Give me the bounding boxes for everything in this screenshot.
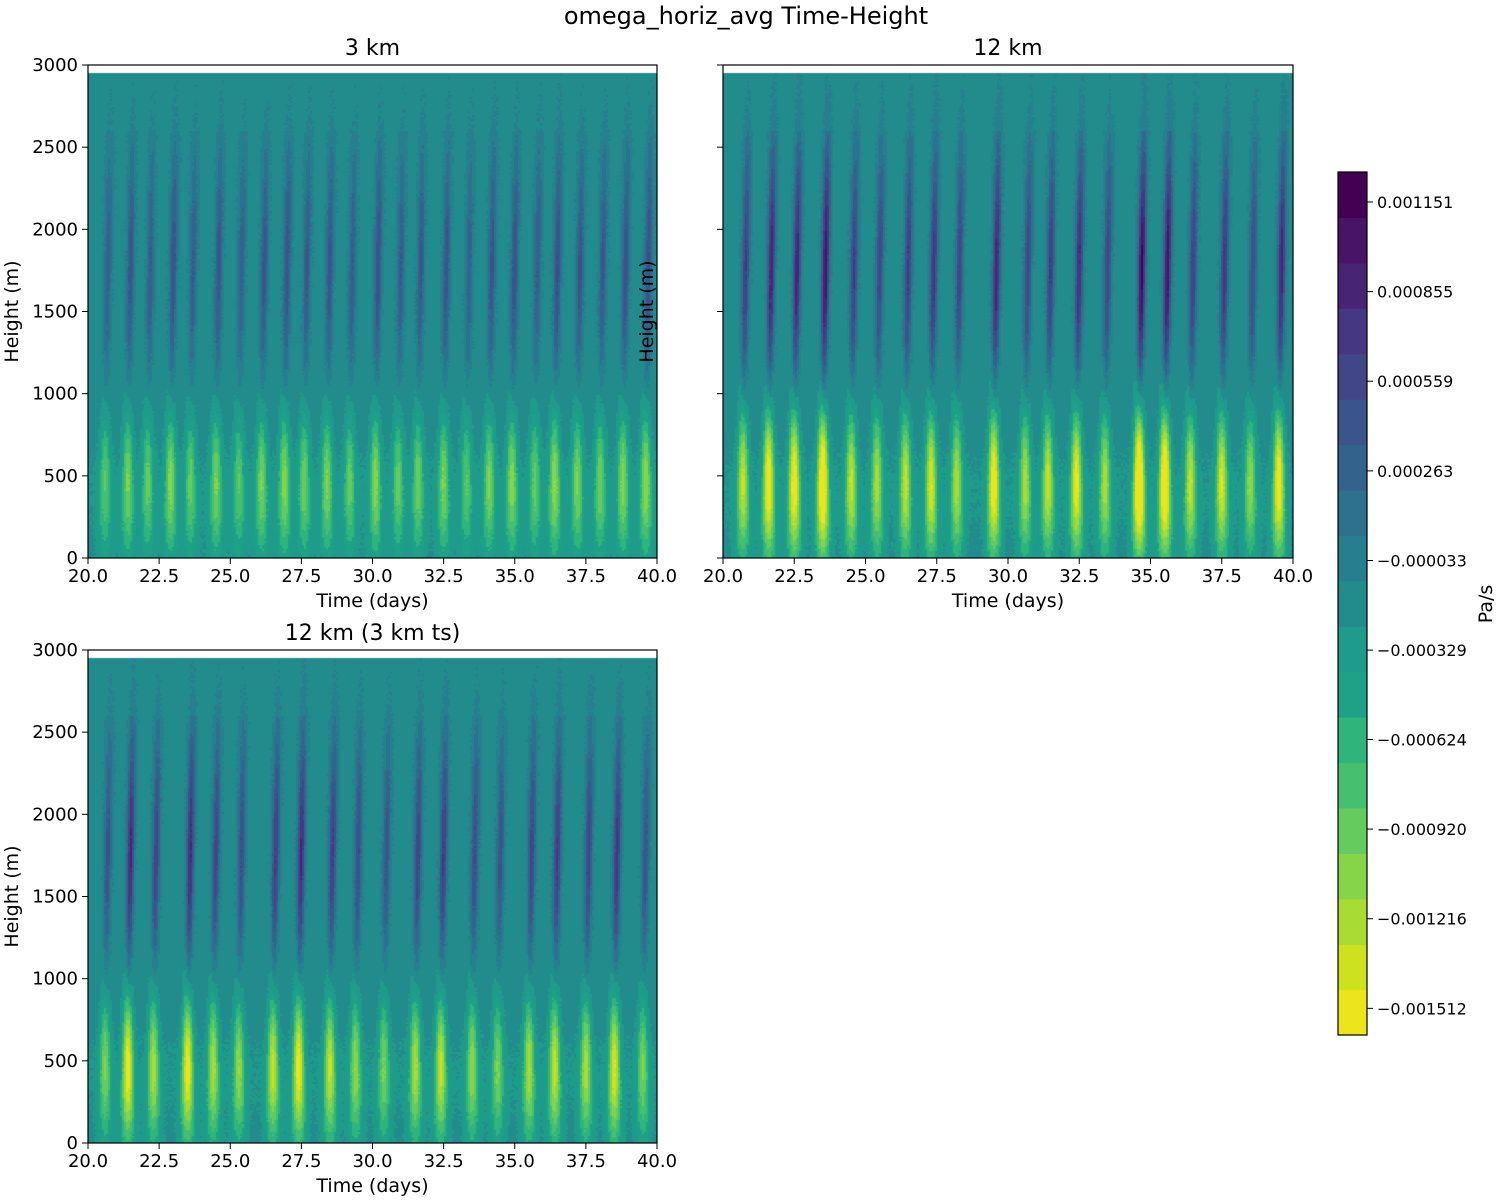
colorbar-level: [1338, 717, 1367, 764]
x-tick-label: 20.0: [68, 1151, 108, 1172]
x-tick-label: 20.0: [703, 566, 743, 587]
colorbar-tick-label: 0.000559: [1377, 372, 1453, 391]
x-tick-label: 30.0: [352, 566, 392, 587]
panel-12km: 12 km 20.0 22.5 25.0 27.5 30.0 32.5 35.0 37.5 40.…: [636, 36, 1313, 612]
colorbar-label: Pa/s: [1475, 585, 1497, 624]
x-tick-label: 37.5: [1202, 566, 1242, 587]
y-tick-label: 0: [67, 548, 78, 569]
x-tick-label: 27.5: [917, 566, 957, 587]
colorbar-level: [1338, 807, 1367, 854]
panel-title: 12 km (3 km ts): [285, 621, 461, 646]
colorbar-level: [1338, 989, 1367, 1036]
colorbar-level: [1338, 580, 1367, 627]
x-tick-label: 22.5: [774, 566, 814, 587]
x-tick-label: 37.5: [566, 566, 606, 587]
x-tick-label: 32.5: [1059, 566, 1099, 587]
x-axis-label: Time (days): [315, 590, 428, 612]
figure-title: omega_horiz_avg Time-Height: [564, 2, 928, 30]
x-tick-label: 22.5: [139, 566, 179, 587]
colorbar-level: [1338, 444, 1367, 491]
colorbar-tick-label: −0.000920: [1377, 820, 1467, 839]
x-tick-label: 40.0: [1273, 566, 1313, 587]
colorbar-level: [1338, 308, 1367, 355]
colorbar-tick-label: −0.000329: [1377, 641, 1467, 660]
x-tick-label: 27.5: [281, 1151, 321, 1172]
y-tick-label: 2500: [32, 137, 78, 158]
colorbar-level: [1338, 944, 1367, 991]
colorbar-level: [1338, 217, 1367, 264]
colorbar: Pa/s 0.001151 0.000855 0.000559 0.000263 −0.…: [1337, 171, 1497, 1036]
x-tick-label: 37.5: [566, 1151, 606, 1172]
colorbar-level: [1338, 172, 1367, 219]
y-axis-label: Height (m): [1, 845, 23, 947]
y-tick-label: 500: [44, 1051, 78, 1072]
y-axis-label: Height (m): [1, 260, 23, 362]
colorbar-tick-label: 0.000855: [1377, 283, 1453, 302]
x-tick-label: 22.5: [139, 1151, 179, 1172]
heatmap-image: [88, 65, 657, 558]
colorbar-tick-label: −0.001216: [1377, 910, 1467, 929]
x-tick-label: 27.5: [281, 566, 321, 587]
colorbar-level: [1338, 353, 1367, 400]
panel-12km-3km-ts: 12 km (3 km ts) 20.0 22.5 25.0 27.5 30.0 32.5 3…: [1, 621, 677, 1197]
panel-title: 3 km: [345, 36, 400, 61]
x-tick-label: 35.0: [495, 566, 535, 587]
colorbar-level: [1338, 898, 1367, 945]
colorbar-level: [1338, 853, 1367, 900]
y-tick-label: 1500: [32, 302, 78, 323]
y-tick-label: 1500: [32, 887, 78, 908]
y-tick-label: 3000: [32, 55, 78, 76]
colorbar-level: [1338, 262, 1367, 309]
x-tick-label: 35.0: [495, 1151, 535, 1172]
colorbar-tick-label: −0.000624: [1377, 730, 1467, 749]
y-tick-label: 3000: [32, 640, 78, 661]
x-tick-label: 32.5: [424, 1151, 464, 1172]
colorbar-level: [1338, 626, 1367, 673]
colorbar-tick-label: −0.000033: [1377, 552, 1467, 571]
x-tick-label: 32.5: [424, 566, 464, 587]
colorbar-level: [1338, 489, 1367, 536]
panel-3km: 3 km 20.0 22.5 25.0 27.5 30.0 32.5 35.0 37.5 40.0…: [1, 36, 677, 612]
heatmap-image: [88, 650, 657, 1143]
colorbar-level: [1338, 399, 1367, 446]
colorbar-tick-label: 0.001151: [1377, 193, 1453, 212]
y-tick-label: 2000: [32, 804, 78, 825]
x-tick-label: 40.0: [637, 1151, 677, 1172]
x-tick-label: 25.0: [845, 566, 885, 587]
y-axis-label: Height (m): [636, 260, 658, 362]
heatmap-image: [723, 65, 1293, 558]
x-tick-label: 25.0: [210, 566, 250, 587]
x-tick-label: 40.0: [637, 566, 677, 587]
y-tick-label: 2500: [32, 722, 78, 743]
colorbar-tick-label: −0.001512: [1377, 999, 1467, 1018]
y-tick-label: 0: [67, 1133, 78, 1154]
y-tick-label: 1000: [32, 969, 78, 990]
panel-title: 12 km: [973, 36, 1042, 61]
x-axis-label: Time (days): [951, 590, 1064, 612]
x-tick-label: 35.0: [1130, 566, 1170, 587]
x-tick-label: 30.0: [352, 1151, 392, 1172]
colorbar-tick-label: 0.000263: [1377, 462, 1453, 481]
x-tick-label: 30.0: [988, 566, 1028, 587]
colorbar-frame: [1337, 171, 1368, 1036]
colorbar-level: [1338, 762, 1367, 809]
y-tick-label: 1000: [32, 384, 78, 405]
y-tick-label: 500: [44, 466, 78, 487]
y-tick-label: 2000: [32, 219, 78, 240]
x-tick-label: 25.0: [210, 1151, 250, 1172]
colorbar-level: [1338, 671, 1367, 718]
x-tick-label: 20.0: [68, 566, 108, 587]
colorbar-level: [1338, 535, 1367, 582]
x-axis-label: Time (days): [315, 1175, 428, 1197]
